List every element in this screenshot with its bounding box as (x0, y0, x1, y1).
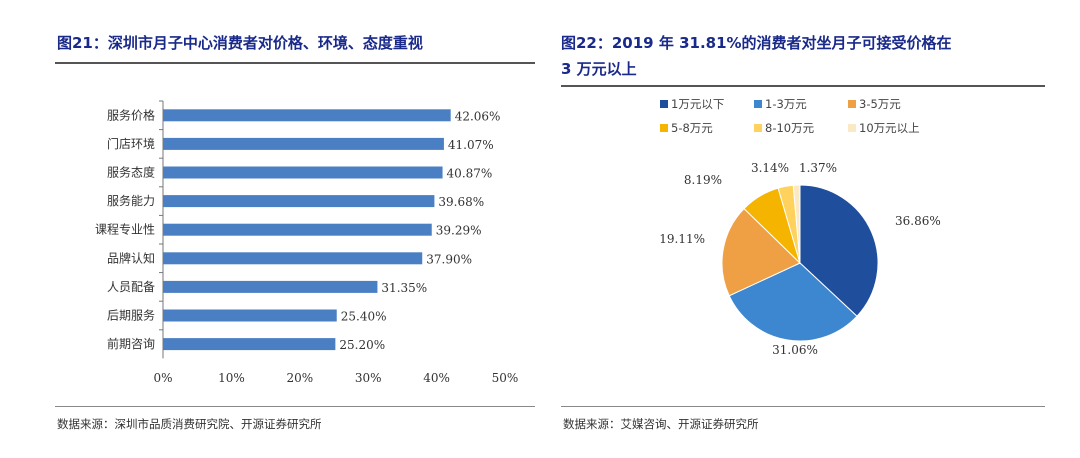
left-source-rule (55, 406, 535, 407)
legend-swatch (660, 100, 668, 108)
x-tick-label: 30% (355, 371, 382, 385)
pie-slice (777, 184, 801, 264)
bar (163, 109, 451, 122)
category-label: 服务价格 (107, 107, 155, 122)
x-tick-label: 0% (153, 371, 172, 385)
bar (163, 280, 378, 293)
bar-value-label: 25.20% (339, 338, 385, 352)
pie-value-label: 31.06% (772, 343, 818, 357)
category-label: 服务态度 (107, 165, 155, 180)
legend-item: 5-8万元 (660, 120, 754, 136)
bar (163, 309, 337, 322)
right-chart-title-line1: 图22：2019 年 31.81%的消费者对坐月子可接受价格在 (561, 34, 952, 52)
right-title-rule (561, 85, 1045, 87)
left-title-rule (55, 62, 535, 64)
bar-chart: 服务价格 42.06% 门店环境 41.07% 服务态度 40.87% 服务能力 39.68%… (95, 100, 519, 385)
legend-label: 1-3万元 (765, 97, 807, 111)
bar (163, 166, 443, 179)
legend-label: 5-8万元 (671, 121, 713, 135)
legend-swatch (754, 100, 762, 108)
pie-value-label: 19.11% (659, 232, 705, 246)
bar-value-label: 25.40% (341, 310, 387, 324)
legend-label: 10万元以上 (859, 121, 920, 135)
category-label: 课程专业性 (95, 222, 155, 237)
bar-value-label: 41.07% (448, 138, 494, 152)
category-label: 前期咨询 (107, 336, 155, 351)
pie-slice (792, 184, 801, 264)
category-label: 门店环境 (107, 136, 155, 151)
legend-item: 3-5万元 (848, 96, 942, 112)
x-tick-label: 40% (423, 371, 450, 385)
legend-swatch (660, 124, 668, 132)
pie-slice (728, 262, 858, 342)
pie-value-label: 36.86% (895, 214, 941, 228)
legend-item: 10万元以上 (848, 120, 942, 136)
bar (163, 223, 432, 236)
x-tick-label: 50% (492, 371, 519, 385)
pie-slice (743, 187, 802, 265)
category-label: 后期服务 (107, 308, 155, 323)
right-source: 数据来源：艾媒咨询、开源证券研究所 (563, 417, 759, 431)
pie-value-label: 1.37% (799, 161, 837, 175)
pie-value-label: 8.19% (684, 173, 722, 187)
bar (163, 252, 423, 265)
pie-slice (721, 207, 801, 297)
bar-value-label: 42.06% (455, 109, 501, 123)
legend-label: 1万元以下 (671, 97, 725, 111)
pie-value-label: 3.14% (751, 161, 789, 175)
bar-value-label: 37.90% (426, 252, 472, 266)
category-label: 品牌认知 (107, 251, 155, 265)
bar (163, 137, 444, 150)
legend-label: 8-10万元 (765, 121, 815, 135)
right-source-rule (561, 406, 1045, 407)
bar-value-label: 39.29% (436, 224, 482, 238)
category-label: 人员配备 (107, 280, 155, 294)
bar (163, 338, 336, 351)
legend-label: 3-5万元 (859, 97, 901, 111)
pie-slice (799, 184, 879, 317)
right-chart-title-line2: 3 万元以上 (561, 60, 637, 78)
left-source: 数据来源：深圳市品质消费研究院、开源证券研究所 (57, 417, 322, 431)
legend-item: 1万元以下 (660, 96, 754, 112)
bar-value-label: 31.35% (381, 281, 427, 295)
left-chart-title: 图21：深圳市月子中心消费者对价格、环境、态度重视 (57, 34, 423, 52)
pie-legend: 1万元以下 1-3万元 3-5万元 5-8万元 8-10万元 10万元以上 (660, 96, 980, 144)
legend-item: 1-3万元 (754, 96, 848, 112)
bar-value-label: 39.68% (438, 195, 484, 209)
x-tick-label: 10% (218, 371, 245, 385)
legend-item: 8-10万元 (754, 120, 848, 136)
bar-value-label: 40.87% (447, 167, 493, 181)
bar (163, 195, 435, 208)
legend-swatch (848, 124, 856, 132)
legend-swatch (848, 100, 856, 108)
category-label: 服务能力 (107, 193, 155, 208)
x-tick-label: 20% (286, 371, 313, 385)
legend-swatch (754, 124, 762, 132)
